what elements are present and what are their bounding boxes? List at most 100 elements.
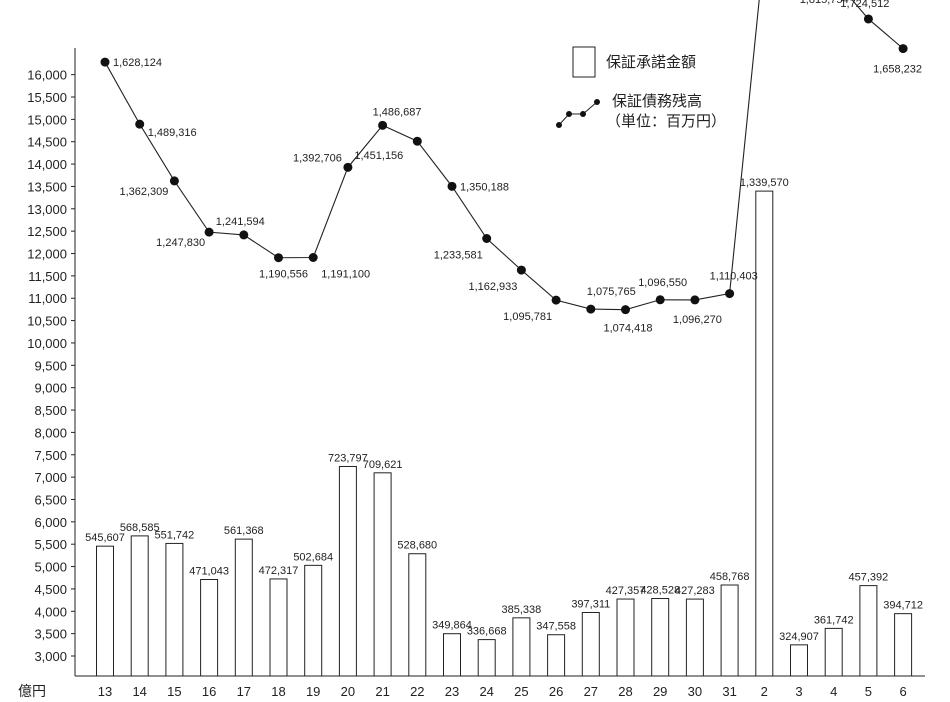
legend-swatch-point [580,111,586,117]
x-tick-label: 23 [445,684,459,699]
bar [894,613,913,677]
bar [200,579,219,677]
line-point [621,305,630,315]
x-tick-label: 21 [375,684,389,699]
bar [304,564,323,677]
y-tick-label: 12,000 [27,247,67,262]
x-tick-label: 29 [653,684,667,699]
line-point [551,295,561,305]
y-tick-label: 8,500 [34,403,67,418]
line-value-label: 1,451,156 [354,150,403,162]
line-point [135,119,145,129]
bar [512,617,531,677]
line-value-label: 1,096,550 [638,277,687,289]
x-tick-label: 28 [618,684,632,699]
y-tick-label: 13,500 [27,179,67,194]
x-tick-label: 19 [306,684,320,699]
y-tick-label: 10,000 [27,336,67,351]
bar-value-label: 472,317 [259,565,299,577]
x-tick-label: 17 [237,684,251,699]
y-tick-label: 13,000 [27,202,67,217]
bar-value-label: 324,907 [779,631,819,643]
line-value-label: 1,724,512 [840,0,889,10]
line-point [482,234,492,244]
legend-swatch-bar [572,46,596,78]
line-point [378,120,388,130]
y-axis-ticks: 3,000 3,500 4,000 4,500 5,000 5,500 6,000 6,500… [27,68,75,664]
bar-value-label: 568,585 [120,522,160,534]
x-tick-label: 13 [98,684,112,699]
bar-value-label: 458,768 [710,571,750,583]
bar-value-label: 551,742 [155,529,195,541]
x-tick-label: 25 [514,684,528,699]
line-value-label: 1,191,100 [321,269,370,281]
bar-value-label: 347,558 [536,621,576,633]
bar-value-label: 561,368 [224,525,264,537]
bar [130,535,149,677]
line-point [447,181,457,191]
x-tick-label: 30 [688,684,702,699]
legend-label-line: 保証債務残高 [612,92,702,110]
bar [790,644,808,677]
bar-series [96,190,913,677]
line-point [898,44,908,54]
bar [269,578,288,677]
bar [720,584,739,677]
line-value-label: 1,075,765 [587,286,636,298]
y-tick-label: 14,000 [27,157,67,172]
x-tick-label: 3 [795,684,802,699]
bar [408,553,427,677]
line-point [655,295,665,305]
legend-swatch-point [566,111,572,117]
bar [824,627,843,677]
x-tick-label: 26 [549,684,563,699]
line-value-label: 1,162,933 [468,281,517,293]
x-tick-label: 2 [761,684,768,699]
legend-label-line-unit: （単位：百万円） [606,112,726,130]
line-point [204,227,214,237]
y-tick-label: 4,500 [34,582,67,597]
bar-value-label: 545,607 [85,532,125,544]
legend-item-bar: 保証承諾金額 [572,46,696,78]
y-tick-label: 7,500 [34,448,67,463]
bar [165,542,184,677]
line-value-label: 1,095,781 [503,311,552,323]
line-point [343,162,353,172]
x-tick-label: 16 [202,684,216,699]
bar-value-label: 361,742 [814,614,854,626]
bar-value-label: 457,392 [849,572,889,584]
line-point [725,289,735,299]
bar-value-label: 428,528 [640,585,680,597]
line-value-label: 1,362,309 [119,186,168,198]
legend-swatch-point [594,99,600,105]
bar [338,465,357,677]
legend-swatch-line [558,101,598,126]
bar-value-label: 528,680 [397,540,437,552]
y-tick-label: 7,000 [34,470,67,485]
legend-label-bar: 保証承諾金額 [606,53,696,71]
line-point [169,176,179,186]
line-point [586,304,596,314]
y-tick-label: 6,500 [34,492,67,507]
y-tick-label: 14,500 [27,135,67,150]
line-value-label: 1,096,270 [673,314,722,326]
y-tick-label: 4,000 [34,604,67,619]
x-tick-label: 6 [899,684,906,699]
legend-item-line: 保証債務残高 （単位：百万円） [556,92,726,130]
y-tick-label: 10,500 [27,314,67,329]
y-tick-label: 16,000 [27,68,67,83]
line-value-label: 1,486,687 [373,106,422,118]
line-value-label: 1,233,581 [434,250,483,262]
x-axis-ticks: 13 14 15 16 17 18 19 20 21 22 23 24 25 26 27 28 29 30 31 2 3… [98,684,907,699]
x-tick-label: 24 [479,684,493,699]
x-tick-label: 31 [722,684,736,699]
y-tick-label: 15,000 [27,112,67,127]
y-tick-label: 5,500 [34,537,67,552]
bar-value-label: 502,684 [293,551,333,563]
bar-value-label: 1,339,570 [740,177,789,189]
line-value-label: 1,074,418 [604,323,653,335]
bar [859,585,878,677]
bar [477,639,496,677]
y-tick-label: 6,000 [34,515,67,530]
